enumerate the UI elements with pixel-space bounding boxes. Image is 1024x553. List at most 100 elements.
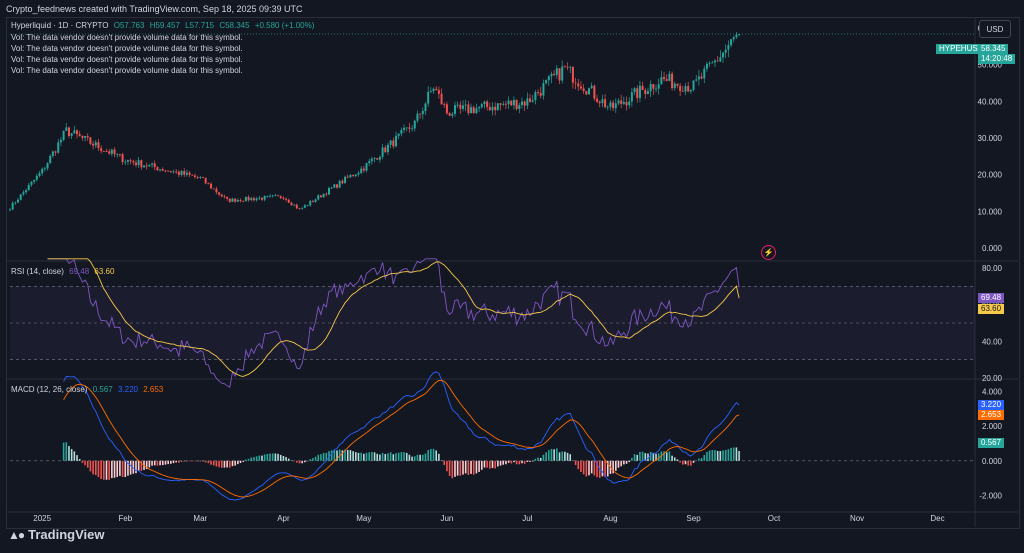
candle-body <box>344 176 347 184</box>
macd-histogram-bar <box>103 460 105 480</box>
macd-histogram-bar <box>566 452 569 461</box>
candle-body <box>722 52 725 58</box>
macd-histogram-bar <box>572 460 574 462</box>
candle-body <box>649 84 652 92</box>
macd-histogram-bar <box>596 460 598 478</box>
lightning-icon[interactable]: ⚡ <box>761 245 776 260</box>
candle-body <box>435 88 438 91</box>
macd-histogram-bar <box>628 460 631 463</box>
candle-body <box>134 162 137 165</box>
macd-histogram-bar <box>510 460 513 464</box>
macd-histogram-bar <box>472 460 475 475</box>
macd-histogram-bar <box>341 450 344 461</box>
macd-histogram-bar <box>738 450 740 461</box>
candle-body <box>609 102 612 107</box>
time-tick-label: Jul <box>522 514 532 523</box>
macd-histogram-bar <box>615 460 617 471</box>
macd-legend: MACD (12, 26, close) 0.567 3.220 2.653 <box>11 385 166 394</box>
macd-histogram-bar <box>722 450 724 461</box>
macd-histogram-bar <box>601 460 604 477</box>
tradingview-logo-text: TradingView <box>28 527 105 542</box>
macd-histogram-bar <box>451 460 454 479</box>
candle-body <box>676 83 679 86</box>
macd-histogram-bar <box>76 455 78 461</box>
macd-histogram-bar <box>497 460 499 467</box>
candle-body <box>550 73 553 77</box>
candle-body <box>357 172 360 175</box>
macd-histogram-bar <box>606 460 609 477</box>
macd-histogram-bar <box>529 460 531 462</box>
candle-body <box>177 171 180 175</box>
macd-histogram-bar <box>279 454 282 461</box>
macd-histogram-bar <box>700 457 703 461</box>
candle-body <box>727 45 730 50</box>
macd-histogram-bar <box>137 460 140 471</box>
macd-histogram-bar <box>365 452 368 461</box>
candle-body <box>443 104 446 106</box>
macd-histogram-bar <box>271 453 274 461</box>
macd-histogram-bar <box>440 460 443 461</box>
macd-histogram-bar <box>531 460 534 462</box>
candle-body <box>663 77 666 80</box>
rsi-tick-label: 20.00 <box>982 374 1003 383</box>
macd-histogram-bar <box>191 460 194 462</box>
candle-body <box>384 147 387 153</box>
candle-body <box>124 161 127 163</box>
macd-histogram-bar <box>140 460 143 471</box>
candle-body <box>317 195 320 200</box>
candle-body <box>19 194 22 200</box>
candle-body <box>486 101 489 108</box>
macd-histogram-bar <box>446 460 448 472</box>
macd-histogram-bar <box>617 460 620 468</box>
candle-body <box>488 107 491 111</box>
macd-histogram-bar <box>612 460 614 474</box>
candle-body <box>389 140 392 145</box>
macd-histogram-bar <box>588 460 590 476</box>
candle-body <box>684 86 687 92</box>
candle-body <box>258 197 261 199</box>
macd-histogram-bar <box>679 460 681 463</box>
candle-body <box>59 139 62 143</box>
macd-histogram-bar <box>220 460 223 468</box>
candle-body <box>582 88 585 92</box>
candle-body <box>226 196 229 199</box>
candle-body <box>212 188 215 190</box>
macd-histogram-bar <box>183 460 186 462</box>
macd-histogram-bar <box>336 450 338 461</box>
time-tick-label: Feb <box>118 514 132 523</box>
candle-body <box>360 168 363 173</box>
last-price-tag: 58.345 <box>978 44 1009 54</box>
macd-tick-label: -2.000 <box>979 491 1002 500</box>
macd-histogram-bar <box>467 460 470 475</box>
candle-body <box>153 163 156 168</box>
macd-histogram-bar <box>564 451 566 461</box>
candle-body <box>105 151 108 152</box>
candle-body <box>121 154 124 163</box>
tradingview-logo[interactable]: ▲● TradingView <box>8 527 104 542</box>
macd-histogram-bar <box>92 460 94 475</box>
macd-histogram-bar <box>314 456 317 461</box>
macd-histogram-bar <box>328 451 330 461</box>
macd-histogram-bar <box>153 460 156 466</box>
macd-histogram-bar <box>698 458 700 461</box>
candle-body <box>502 103 505 105</box>
tradingview-logo-icon: ▲● <box>8 527 25 542</box>
candle-body <box>518 105 521 109</box>
macd-histogram-bar <box>105 460 108 480</box>
candle-body <box>277 195 280 197</box>
macd-label: MACD (12, 26, close) <box>11 385 88 394</box>
candle-body <box>665 79 668 81</box>
candle-body <box>464 104 467 106</box>
candle-body <box>531 100 534 102</box>
candle-body <box>472 107 475 114</box>
candle-body <box>499 103 502 105</box>
currency-button[interactable]: USD <box>979 20 1011 38</box>
candle-body <box>57 142 60 153</box>
candle-body <box>411 128 414 130</box>
macd-histogram-bar <box>480 460 483 470</box>
candle-body <box>419 113 422 115</box>
rsi-ma-line <box>47 258 740 377</box>
macd-histogram-bar <box>84 460 86 466</box>
candle-body <box>118 154 121 155</box>
